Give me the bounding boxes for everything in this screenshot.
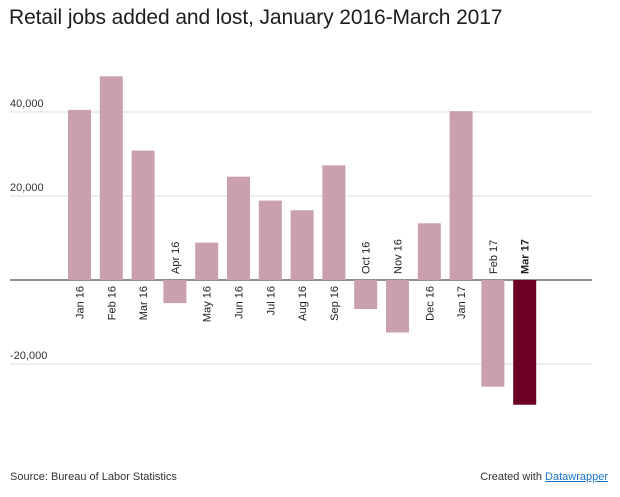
bar-jun-16[interactable] (227, 176, 250, 280)
bars-layer (68, 76, 537, 405)
y-tick-label: 20,000 (10, 182, 44, 194)
bar-nov-16[interactable] (386, 280, 409, 333)
chart-title: Retail jobs added and lost, January 2016… (9, 6, 503, 29)
x-tick-label: Oct 16 (361, 242, 373, 274)
bar-mar-17[interactable] (513, 280, 537, 405)
bar-feb-17[interactable] (481, 280, 505, 387)
y-tick-label: -20,000 (10, 350, 47, 362)
bar-aug-16[interactable] (290, 210, 314, 280)
x-tick-label: Nov 16 (393, 239, 405, 274)
source-note: Source: Bureau of Labor Statistics (10, 471, 177, 483)
x-tick-label: Jan 16 (75, 286, 87, 319)
y-tick-label: 40,000 (10, 98, 44, 110)
x-tick-label: Mar 16 (138, 286, 150, 320)
credit-note: Created with Datawrapper (480, 471, 608, 483)
x-tick-label: Aug 16 (297, 286, 309, 321)
x-tick-label: Mar 17 (520, 239, 532, 274)
x-tick-label: Apr 16 (170, 242, 182, 274)
bar-chart: 40,000 20,000 -20,000 Jan 16 Feb 16 Mar 16 Apr… (10, 76, 592, 405)
bar-sep-16[interactable] (322, 165, 346, 280)
x-tick-label: Sep 16 (329, 286, 341, 321)
bar-mar-16[interactable] (131, 150, 155, 280)
bar-dec-16[interactable] (417, 223, 441, 280)
x-tick-label: Feb 17 (488, 240, 500, 274)
x-tick-label: Feb 16 (106, 286, 118, 320)
credit-prefix: Created with (480, 471, 546, 483)
x-tick-label: Jan 17 (456, 286, 468, 319)
bar-apr-16[interactable] (163, 280, 187, 304)
x-tick-label: Jul 16 (265, 286, 277, 315)
bar-may-16[interactable] (195, 242, 219, 280)
bar-jan-17[interactable] (449, 111, 473, 280)
x-tick-label: Jun 16 (234, 286, 246, 319)
bar-oct-16[interactable] (354, 280, 378, 309)
bar-jul-16[interactable] (258, 200, 282, 280)
bar-jan-16[interactable] (68, 109, 91, 281)
datawrapper-link[interactable]: Datawrapper (545, 471, 608, 483)
bar-feb-16[interactable] (99, 76, 123, 280)
labels-layer: 40,000 20,000 -20,000 Jan 16 Feb 16 Mar 16 Apr… (10, 98, 532, 362)
x-tick-label: Dec 16 (424, 286, 436, 321)
x-tick-label: May 16 (202, 286, 214, 322)
